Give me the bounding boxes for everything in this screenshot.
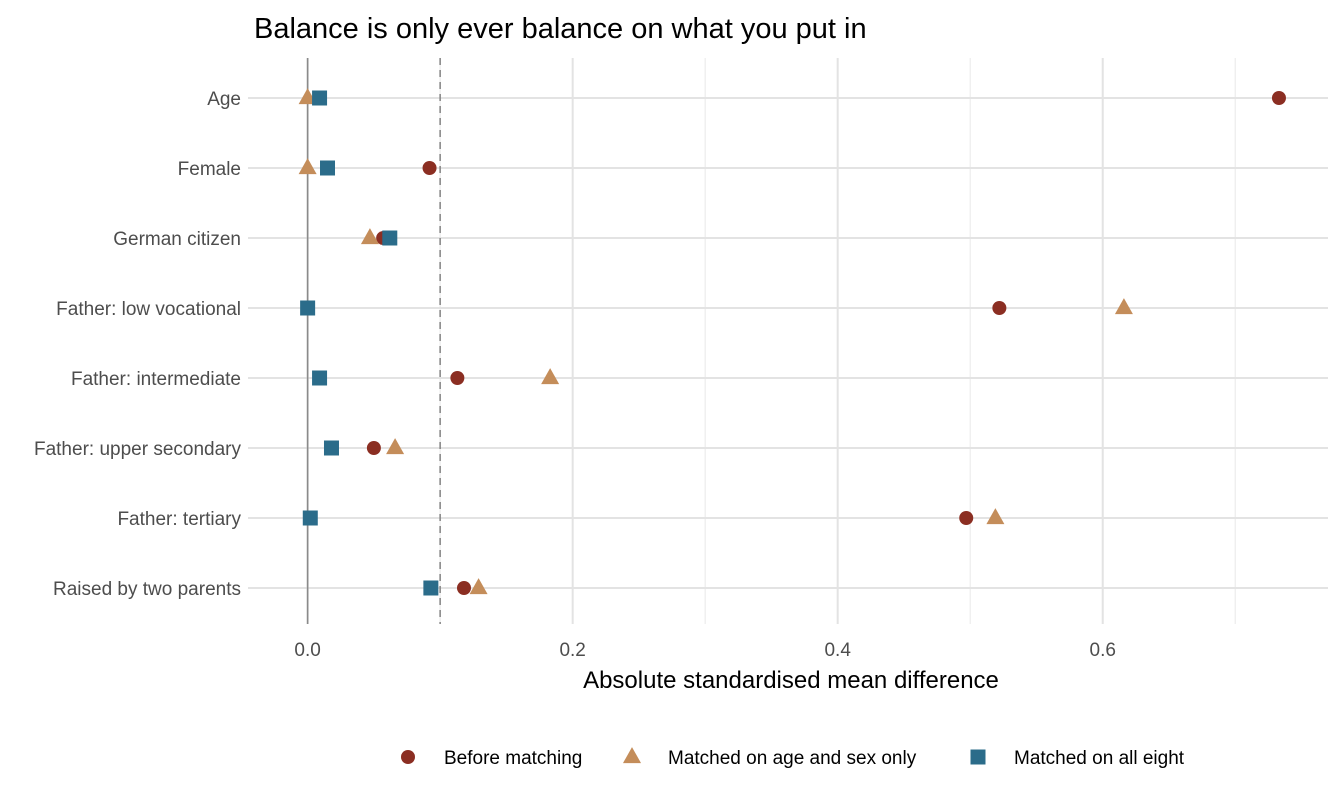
data-point-square xyxy=(302,510,318,526)
y-tick-label: Father: intermediate xyxy=(71,369,241,390)
data-point-square xyxy=(312,370,328,386)
data-point-triangle xyxy=(541,368,560,385)
data-point-square xyxy=(323,440,339,456)
data-point-square xyxy=(300,300,316,316)
y-tick-label: Female xyxy=(178,159,241,180)
y-tick-label: Age xyxy=(207,89,241,110)
x-axis-tick-labels: 0.0 0.2 0.4 0.6 xyxy=(294,640,1116,661)
data-point-triangle xyxy=(986,508,1005,525)
y-tick-label: German citizen xyxy=(113,229,241,250)
data-point-circle xyxy=(992,301,1007,315)
data-point-circle xyxy=(422,161,437,175)
reference-lines xyxy=(306,58,441,624)
legend-label: Matched on age and sex only xyxy=(668,748,917,769)
y-axis-tick-labels: Age Female German citizen Father: low vocat… xyxy=(34,89,242,600)
data-point-triangle xyxy=(469,578,488,595)
x-tick-label: 0.2 xyxy=(559,640,585,661)
data-points xyxy=(298,88,1286,596)
data-point-circle xyxy=(959,511,974,525)
data-point-triangle xyxy=(360,228,379,245)
grid-lines xyxy=(248,58,1328,624)
legend: Before matching Matched on age and sex on… xyxy=(401,747,1185,769)
data-point-square xyxy=(423,580,439,596)
x-tick-label: 0.6 xyxy=(1090,640,1116,661)
x-axis-label: Absolute standardised mean difference xyxy=(583,667,999,694)
legend-label: Matched on all eight xyxy=(1014,748,1185,769)
data-point-triangle xyxy=(1114,298,1133,315)
chart-title: Balance is only ever balance on what you… xyxy=(254,13,867,45)
y-tick-label: Father: tertiary xyxy=(117,509,241,530)
data-point-circle xyxy=(366,441,381,455)
data-point-square xyxy=(382,230,398,246)
legend-label: Before matching xyxy=(444,748,582,769)
legend-key-triangle xyxy=(623,747,641,764)
legend-key-square xyxy=(970,749,986,765)
data-point-square xyxy=(312,90,328,106)
data-point-circle xyxy=(457,581,471,595)
data-point-circle xyxy=(450,371,465,385)
y-tick-label: Father: low vocational xyxy=(56,299,241,320)
y-tick-label: Raised by two parents xyxy=(53,579,241,600)
x-tick-label: 0.0 xyxy=(294,640,320,661)
data-point-triangle xyxy=(298,158,317,175)
legend-key-circle xyxy=(401,750,415,764)
data-point-circle xyxy=(1271,91,1286,105)
y-tick-label: Father: upper secondary xyxy=(34,439,242,460)
data-point-square xyxy=(320,160,336,176)
data-point-triangle xyxy=(386,438,405,455)
x-tick-label: 0.4 xyxy=(824,640,851,661)
